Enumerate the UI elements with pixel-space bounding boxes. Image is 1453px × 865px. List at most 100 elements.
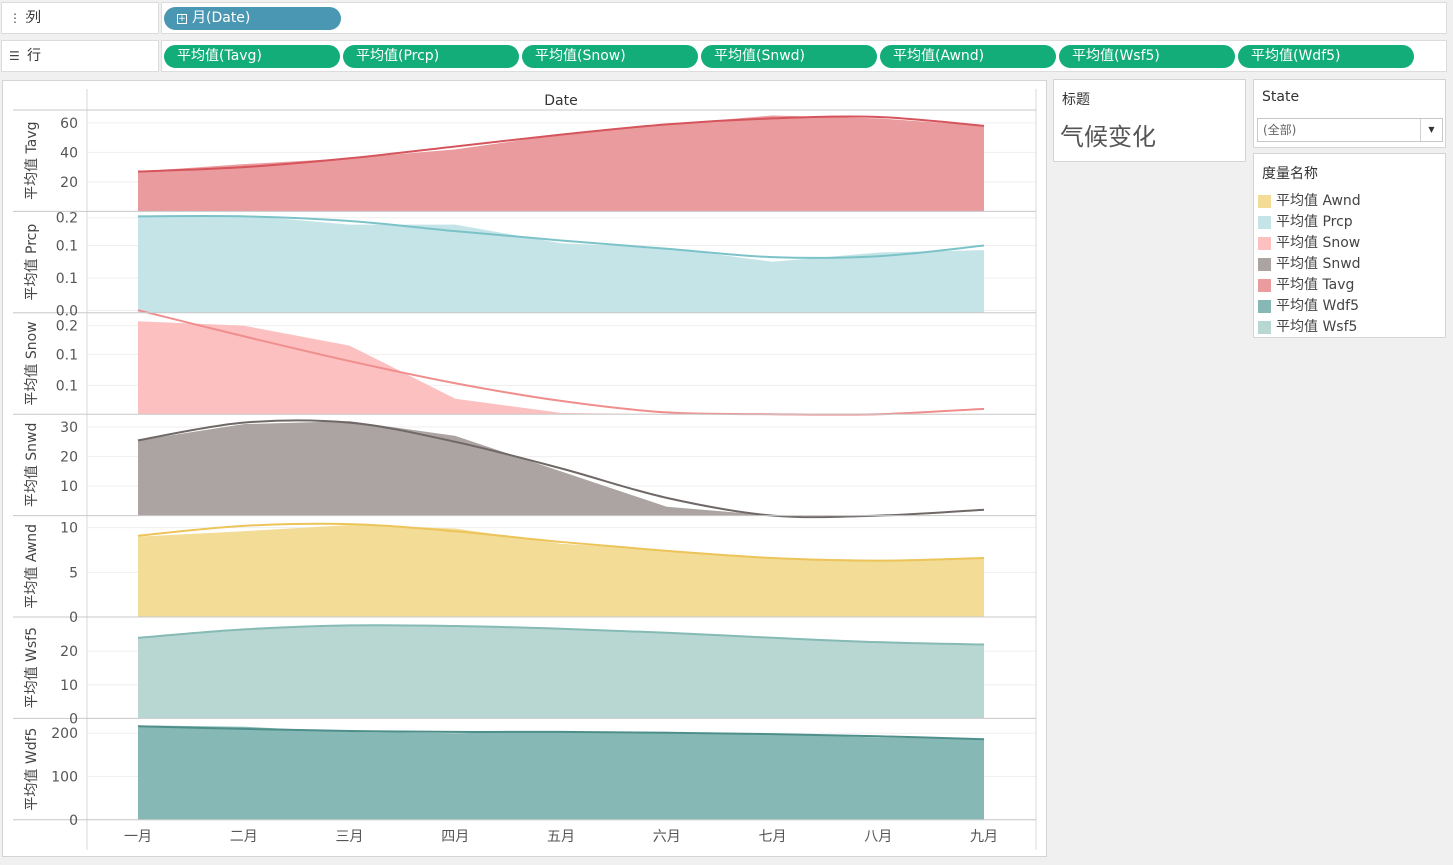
y-tick-label: 0 [69, 610, 78, 626]
y-tick-label: 30 [60, 420, 78, 436]
pill-avg-snwd[interactable]: 平均值(Snwd) [701, 45, 877, 68]
legend-item[interactable]: 平均值 Prcp [1254, 212, 1445, 233]
x-tick-label: 二月 [230, 829, 258, 845]
y-tick-label: 60 [60, 116, 78, 132]
y-tick-label: 0.2 [56, 211, 78, 227]
state-filter-header: State [1262, 89, 1300, 105]
legend-item[interactable]: 平均值 Wdf5 [1254, 296, 1445, 317]
y-tick-label: 10 [60, 479, 78, 495]
legend-header: 度量名称 [1262, 166, 1318, 182]
legend-label: 平均值 Snwd [1276, 256, 1361, 272]
legend-item[interactable]: 平均值 Snwd [1254, 254, 1445, 275]
legend-label: 平均值 Wdf5 [1276, 298, 1360, 314]
legend-swatch [1258, 258, 1271, 271]
y-tick-label: 20 [60, 175, 78, 191]
y-axis-label: 平均值 Wsf5 [24, 627, 40, 708]
area-wsf5[interactable] [138, 626, 984, 719]
pill-avg-snow[interactable]: 平均值(Snow) [522, 45, 698, 68]
area-wdf5[interactable] [138, 725, 984, 820]
area-snow[interactable] [138, 321, 984, 415]
trend-line-awnd [137, 522, 985, 562]
area-awnd[interactable] [138, 524, 984, 617]
legend-label: 平均值 Prcp [1276, 214, 1353, 230]
y-axis-label: 平均值 Prcp [24, 224, 40, 301]
y-tick-label: 10 [60, 678, 78, 694]
x-tick-label: 三月 [336, 829, 364, 845]
area-chart[interactable]: 20 40 60 平均值 Tavg 0.0 0.1 0.1 0.2 平均值 Prcp 0.1 0.1… [3, 81, 1046, 856]
chart-pane: 20 40 60 平均值 Tavg 0.0 0.1 0.1 0.2 平均值 Prcp 0.1 0.1… [2, 80, 1047, 857]
trend-line-wdf5 [137, 725, 985, 741]
y-tick-label: 0.0 [56, 303, 78, 319]
legend-swatch [1258, 195, 1271, 208]
y-tick-label: 10 [60, 521, 78, 537]
rows-shelf-label: ☰ 行 [1, 40, 159, 72]
x-tick-label: 八月 [864, 829, 892, 845]
y-tick-label: 0.1 [56, 239, 78, 255]
rows-shelf-area[interactable]: 平均值(Tavg) 平均值(Prcp) 平均值(Snow) 平均值(Snwd) … [161, 40, 1447, 72]
legend-label: 平均值 Awnd [1276, 193, 1361, 209]
legend-item[interactable]: 平均值 Snow [1254, 233, 1445, 254]
trend-line-wsf5 [137, 624, 985, 646]
y-axis-label: 平均值 Tavg [24, 121, 40, 199]
pill-avg-prcp[interactable]: 平均值(Prcp) [343, 45, 519, 68]
title-card: 标题 气候变化 [1053, 79, 1246, 162]
y-tick-label: 5 [69, 565, 78, 581]
area-snwd[interactable] [138, 421, 984, 516]
y-tick-label: 0 [69, 813, 78, 829]
legend-swatch [1258, 237, 1271, 250]
y-tick-label: 0.1 [56, 347, 78, 363]
legend-list: 平均值 Awnd 平均值 Prcp 平均值 Snow 平均值 Snwd 平均值 Tavg… [1254, 191, 1445, 338]
dashboard-title: 气候变化 [1060, 123, 1156, 151]
legend-swatch [1258, 300, 1271, 313]
dropdown-arrow-icon[interactable]: ▼ [1420, 119, 1442, 141]
pill-month-date[interactable]: + 月(Date) [164, 7, 341, 30]
pill-avg-awnd[interactable]: 平均值(Awnd) [880, 45, 1056, 68]
y-tick-label: 0 [69, 711, 78, 727]
legend-swatch [1258, 321, 1271, 334]
y-tick-label: 0.1 [56, 378, 78, 394]
columns-shelf-area[interactable]: + 月(Date) [161, 2, 1447, 34]
y-tick-label: 40 [60, 145, 78, 161]
rows-shelf: ☰ 行 平均值(Tavg) 平均值(Prcp) 平均值(Snow) 平均值(Snw… [0, 39, 1453, 73]
y-tick-label: 0.1 [56, 271, 78, 287]
trend-line-snwd [137, 419, 985, 519]
y-axis-label: 平均值 Wdf5 [24, 728, 40, 811]
y-axis-label: 平均值 Awnd [24, 524, 40, 609]
pill-avg-wsf5[interactable]: 平均值(Wsf5) [1059, 45, 1235, 68]
area-tavg[interactable] [138, 115, 984, 212]
y-tick-label: 100 [51, 770, 78, 786]
pill-avg-tavg[interactable]: 平均值(Tavg) [164, 45, 340, 68]
legend-label: 平均值 Tavg [1276, 277, 1355, 293]
legend-label: 平均值 Wsf5 [1276, 319, 1358, 335]
x-tick-label: 四月 [441, 829, 469, 845]
trend-line-tavg [137, 115, 985, 173]
legend-item[interactable]: 平均值 Tavg [1254, 275, 1445, 296]
expand-icon[interactable]: + [177, 14, 187, 24]
y-tick-label: 200 [51, 726, 78, 742]
pill-avg-wdf5[interactable]: 平均值(Wdf5) [1238, 45, 1414, 68]
legend-swatch [1258, 279, 1271, 292]
rows-icon: ☰ [9, 49, 20, 63]
y-axis-label: 平均值 Snwd [24, 423, 40, 508]
legend-swatch [1258, 216, 1271, 229]
legend-label: 平均值 Snow [1276, 235, 1361, 251]
y-tick-label: 0.2 [56, 319, 78, 335]
y-tick-label: 20 [60, 450, 78, 466]
x-tick-label: 一月 [124, 829, 152, 845]
trend-line-prcp [137, 214, 985, 259]
state-dropdown[interactable]: (全部) ▼ [1257, 118, 1443, 142]
x-tick-label: 七月 [759, 829, 787, 845]
legend-item[interactable]: 平均值 Wsf5 [1254, 317, 1445, 338]
y-tick-label: 20 [60, 644, 78, 660]
legend-card: 度量名称 平均值 Awnd 平均值 Prcp 平均值 Snow 平均值 Snwd 平均值… [1253, 153, 1446, 338]
column-header-date: Date [544, 93, 577, 109]
columns-shelf-label: ⋮⋮列 [1, 2, 159, 34]
columns-icon: ⋮⋮ [9, 11, 33, 25]
title-card-header: 标题 [1062, 92, 1090, 108]
legend-item[interactable]: 平均值 Awnd [1254, 191, 1445, 212]
x-tick-label: 六月 [653, 829, 681, 845]
area-prcp[interactable] [138, 215, 984, 313]
x-tick-label: 五月 [547, 829, 575, 845]
columns-shelf: ⋮⋮列 + 月(Date) [0, 1, 1453, 35]
y-axis-label: 平均值 Snow [24, 321, 40, 405]
